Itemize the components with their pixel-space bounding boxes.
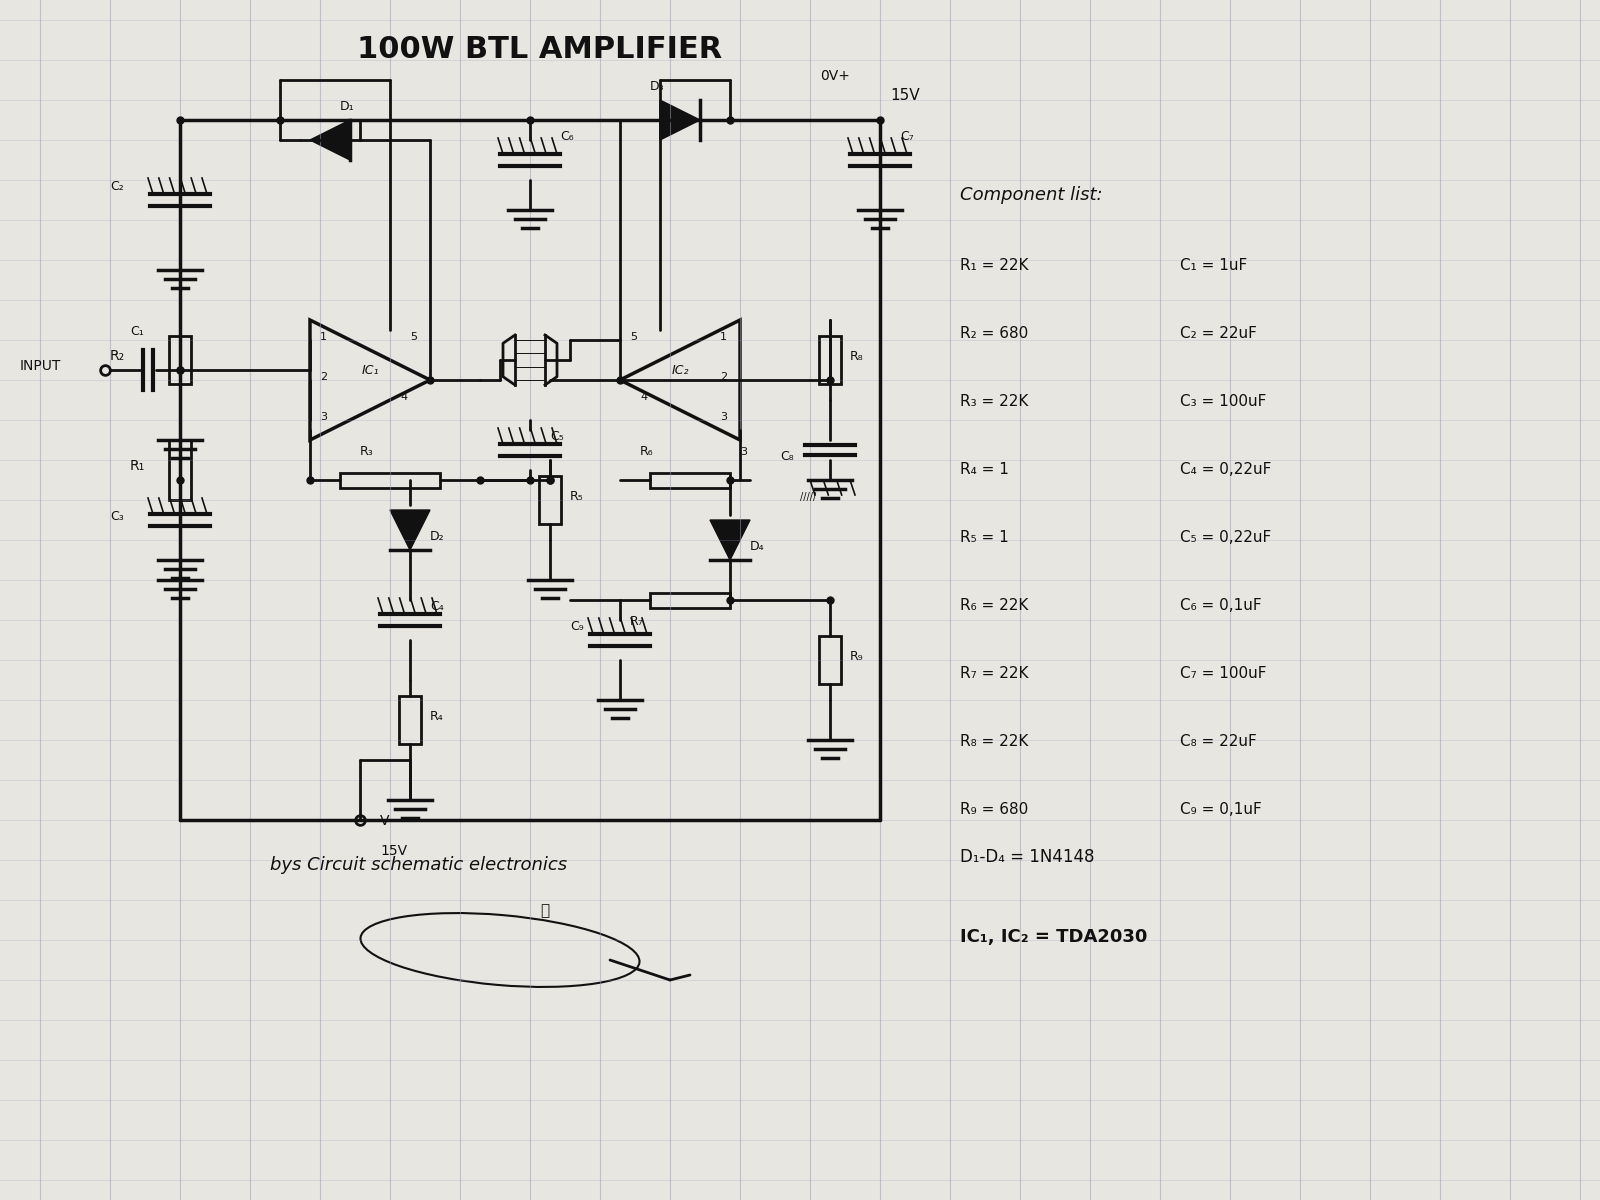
Text: C₁: C₁: [130, 325, 144, 338]
Text: R₅ = 1: R₅ = 1: [960, 530, 1008, 545]
Bar: [339, 473, 440, 487]
Text: V-: V-: [381, 814, 394, 828]
Text: 3: 3: [739, 446, 747, 457]
Text: IC₁: IC₁: [362, 364, 379, 377]
Text: R₇ = 22K: R₇ = 22K: [960, 666, 1029, 680]
Text: R₈ = 22K: R₈ = 22K: [960, 734, 1029, 749]
Bar: [539, 476, 562, 524]
Text: C₃: C₃: [110, 510, 123, 523]
Text: C₁ = 1uF: C₁ = 1uF: [1181, 258, 1248, 272]
Text: R₆ = 22K: R₆ = 22K: [960, 598, 1029, 613]
Text: C₂ = 22uF: C₂ = 22uF: [1181, 326, 1258, 341]
Text: 100W BTL AMPLIFIER: 100W BTL AMPLIFIER: [357, 36, 723, 65]
Polygon shape: [710, 520, 750, 560]
Text: R₄ = 1: R₄ = 1: [960, 462, 1010, 476]
Text: D₄: D₄: [750, 540, 765, 553]
Text: /////: /////: [800, 492, 816, 502]
Text: 2: 2: [720, 372, 726, 382]
Text: R₈: R₈: [850, 350, 864, 362]
Text: 5: 5: [410, 332, 418, 342]
Text: C₇: C₇: [899, 130, 914, 143]
Text: bys Circuit schematic electronics: bys Circuit schematic electronics: [270, 856, 566, 874]
Text: R₂ = 680: R₂ = 680: [960, 326, 1029, 341]
Text: C₄ = 0,22uF: C₄ = 0,22uF: [1181, 462, 1272, 476]
Text: C₅: C₅: [550, 430, 563, 443]
Text: IC₁, IC₂ = TDA2030: IC₁, IC₂ = TDA2030: [960, 928, 1147, 946]
Text: C₃ = 100uF: C₃ = 100uF: [1181, 394, 1266, 409]
Text: R₁ = 22K: R₁ = 22K: [960, 258, 1029, 272]
Text: D₁: D₁: [339, 100, 355, 113]
Text: 5: 5: [630, 332, 637, 342]
Text: R₄: R₄: [430, 710, 443, 722]
Text: 2: 2: [320, 372, 326, 382]
Bar: [819, 336, 842, 384]
Text: R₉ = 680: R₉ = 680: [960, 802, 1029, 817]
Text: Component list:: Component list:: [960, 186, 1102, 204]
Text: R₅: R₅: [570, 490, 584, 503]
Text: C₉: C₉: [570, 620, 584, 634]
Text: C₆ = 0,1uF: C₆ = 0,1uF: [1181, 598, 1262, 613]
Text: 1: 1: [320, 332, 326, 342]
Text: INPUT: INPUT: [19, 359, 61, 373]
Bar: [170, 336, 190, 384]
Text: C₆: C₆: [560, 130, 574, 143]
Text: C₅ = 0,22uF: C₅ = 0,22uF: [1181, 530, 1272, 545]
Text: C₈ = 22uF: C₈ = 22uF: [1181, 734, 1256, 749]
Text: IC₂: IC₂: [672, 364, 688, 377]
Bar: [398, 696, 421, 744]
Text: 1: 1: [720, 332, 726, 342]
Text: C₇ = 100uF: C₇ = 100uF: [1181, 666, 1267, 680]
Bar: [170, 440, 190, 500]
Text: 15V: 15V: [890, 88, 920, 103]
Text: 15V: 15V: [381, 844, 406, 858]
Text: D₁-D₄ = 1N4148: D₁-D₄ = 1N4148: [960, 848, 1094, 866]
Text: ㄩ: ㄩ: [541, 902, 549, 918]
Text: R₃ = 22K: R₃ = 22K: [960, 394, 1029, 409]
Text: C₉ = 0,1uF: C₉ = 0,1uF: [1181, 802, 1262, 817]
Bar: [819, 636, 842, 684]
Text: 4: 4: [400, 392, 406, 402]
Text: D₂: D₂: [430, 530, 445, 542]
Text: 3: 3: [320, 412, 326, 422]
Text: R₃: R₃: [360, 445, 374, 458]
Text: D₃: D₃: [650, 80, 664, 92]
Polygon shape: [661, 100, 701, 140]
Text: 0V+: 0V+: [819, 68, 850, 83]
Text: R₆: R₆: [640, 445, 654, 458]
Text: 3: 3: [720, 412, 726, 422]
Text: C₈: C₈: [781, 450, 794, 463]
Text: C₂: C₂: [110, 180, 123, 193]
Text: R₂: R₂: [110, 349, 125, 362]
Text: R₉: R₉: [850, 650, 864, 662]
Polygon shape: [390, 510, 430, 550]
Text: 4: 4: [640, 392, 646, 402]
Text: R₇: R₇: [630, 614, 643, 628]
Polygon shape: [310, 120, 350, 160]
Text: R₁: R₁: [130, 458, 146, 473]
Bar: [650, 593, 730, 607]
Text: C₄: C₄: [430, 600, 443, 613]
Bar: [650, 473, 730, 487]
